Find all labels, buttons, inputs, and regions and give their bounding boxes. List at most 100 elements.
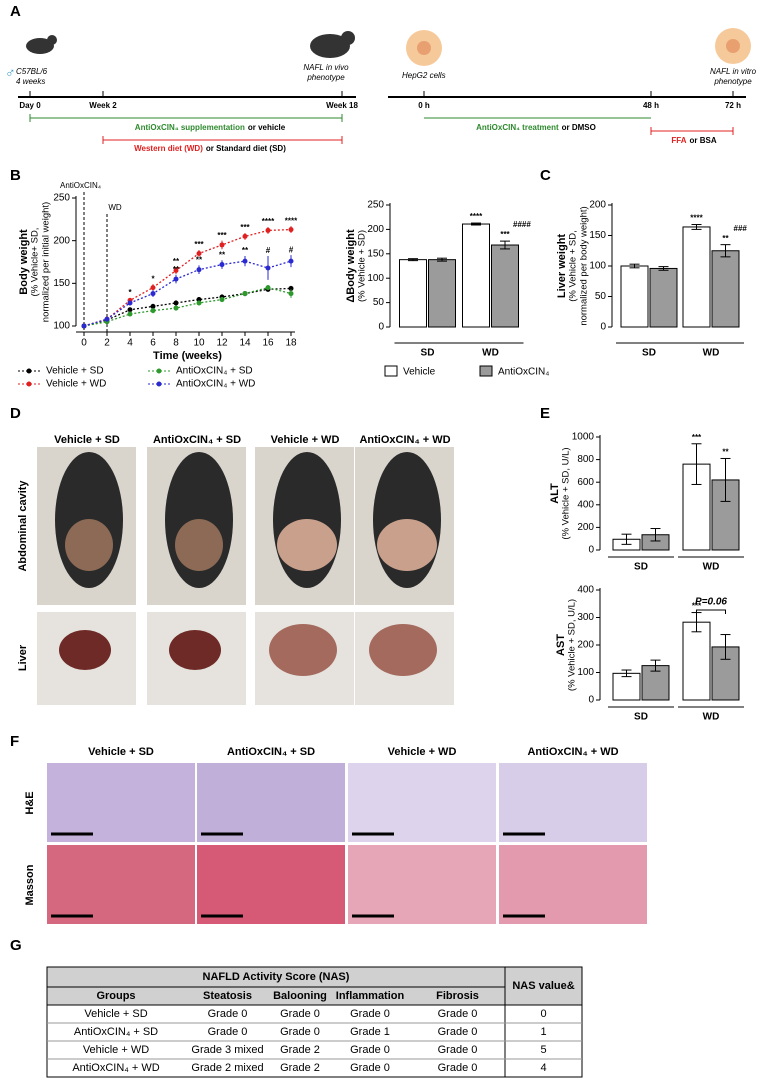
y-tick-label: 100 [589,261,606,272]
y-axis-label: normalized per initial weight) [41,202,52,322]
data-point [104,316,110,322]
x-tick-label: 12 [216,338,228,349]
series: ***************** **** [81,216,298,329]
data-point [265,265,271,271]
highlight: FFA [671,136,686,145]
micrograph [197,845,345,924]
diet-label: Western diet (WD) or Standard diet (SD) [134,144,286,153]
x-tick-label: WD [703,348,720,359]
text: or BSA [689,136,716,145]
y-axis-label: ΔBody weight [345,229,357,303]
bar [491,244,519,328]
panel-a-in-vitro: HepG2 cells NAFL in vitro phenotype 0 h … [388,28,757,145]
column-title: AntiOxCIN₄ + WD [527,746,618,758]
y-tick-label: 100 [577,667,594,678]
challenge-label: FFA or BSA [671,136,716,145]
bar [711,250,740,328]
panel-label: E [540,405,550,422]
legend-label: Vehicle [403,367,436,378]
data-point [288,285,294,291]
legend-marker [156,368,162,374]
y-tick-label: 200 [577,640,594,651]
table-cell: 5 [540,1044,546,1056]
text: or DMSO [562,123,596,132]
table-cell: Grade 0 [280,1008,320,1020]
significance-label: ** [173,265,180,274]
photo-abdomen [277,519,337,571]
y-axis-label: AST [555,634,567,656]
legend-marker [26,368,32,374]
table-cell: 4 [540,1062,546,1074]
x-tick-label: 14 [239,338,251,349]
table-cell: 0 [540,1008,546,1020]
legend-swatch [384,365,398,377]
y-tick-label: 150 [367,248,384,259]
table-cell: Grade 0 [350,1044,390,1056]
data-point [150,303,156,309]
photo-abdomen [65,519,113,571]
y-tick-label: 250 [367,200,384,211]
data-point [127,311,133,317]
data-point [288,291,294,297]
panel-a-in-vivo: ♂ C57BL/6 4 weeks NAFL in vivo phenotype… [5,31,358,153]
y-tick-label: 0 [588,545,594,556]
row-label: Abdominal cavity [17,480,29,572]
y-axis-label: ALT [549,483,561,504]
photo-liver [59,630,111,670]
series-line [83,287,292,327]
event-label: AntiOxCIN₄ [60,181,101,190]
table-cell: Vehicle + SD [84,1008,147,1020]
table-cell: Grade 0 [438,1008,478,1020]
bar [428,259,456,328]
x-tick-label: 0 [81,338,87,349]
panel-label: F [10,733,19,750]
mouse-icon [26,38,54,54]
table-title: NAFLD Activity Score (NAS) [203,971,350,983]
table-cell: Grade 0 [280,1026,320,1038]
data-point [173,268,179,274]
end-label: phenotype [713,77,752,86]
significance-label: ** [173,257,180,266]
table-cell: Grade 0 [438,1044,478,1056]
table-cell: Grade 0 [350,1008,390,1020]
panel-label: C [540,167,551,184]
significance-label: * [151,274,155,283]
bar [462,223,490,328]
legend-marker [156,381,162,387]
table-cell: Grade 1 [350,1026,390,1038]
start-label: HepG2 cells [402,71,446,80]
end-label: NAFL in vitro [710,67,757,76]
highlight: AntiOxCIN₄ supplementation [135,123,245,132]
significance-label: ### [734,224,748,233]
comparison-bracket [696,609,726,614]
column-header: NAS value& [512,980,574,992]
y-tick-label: 0 [378,322,384,333]
column-header: Fibrosis [436,990,479,1002]
table-cell: AntiOxCIN₄ + SD [74,1026,158,1038]
table-cell: AntiOxCIN₄ + WD [72,1062,159,1074]
micrograph [47,763,195,842]
bar [612,672,641,701]
significance-label: **** [262,217,275,226]
column-title: AntiOxCIN₄ + WD [359,434,450,446]
x-tick-label: SD [421,348,435,359]
significance-label: **** [690,214,703,223]
y-tick-label: 800 [577,454,594,465]
x-tick-label: SD [642,348,656,359]
bar [399,259,427,328]
treatment-label: AntiOxCIN₄ supplementation or vehicle [135,123,286,132]
series-line [83,260,292,327]
table-cell: 1 [540,1026,546,1038]
x-axis-label: Time (weeks) [153,350,222,362]
table-cell: Grade 2 [280,1044,320,1056]
legend-label: AntiOxCIN₄ [498,367,549,378]
x-tick-label: SD [634,712,648,723]
data-point [150,291,156,297]
significance-label: * [128,288,132,297]
table-cell: Grade 0 [208,1026,248,1038]
significance-label: *** [240,223,250,232]
bar [682,621,711,701]
legend-marker [26,381,32,387]
data-point [196,300,202,306]
column-title: AntiOxCIN₄ + SD [227,746,315,758]
